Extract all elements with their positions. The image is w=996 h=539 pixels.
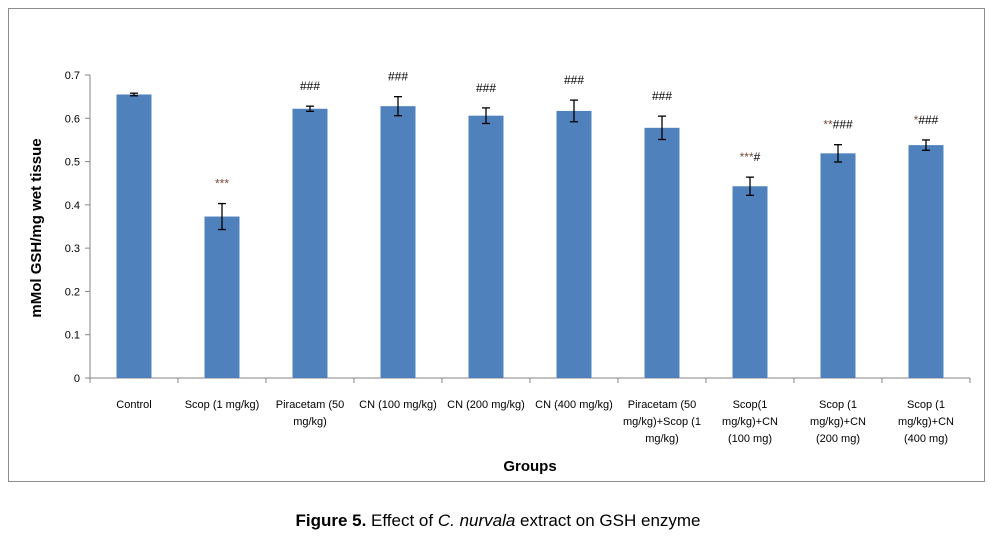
significance-hashes: ###: [388, 70, 408, 84]
y-tick-label: 0.2: [65, 286, 80, 298]
y-tick-label: 0.7: [65, 70, 80, 82]
x-category-label: Piracetam (50: [628, 399, 696, 411]
significance-hashes: ###: [833, 118, 853, 132]
x-category-label: CN (100 mg/kg): [359, 399, 437, 411]
figure-caption: Figure 5. Effect of C. nurvala extract o…: [0, 511, 996, 531]
significance-label: ***#: [740, 150, 761, 164]
bar: [468, 115, 504, 378]
x-category-label: (100 mg): [728, 433, 772, 445]
caption-text-before: Effect of: [366, 511, 438, 530]
x-category-label: Control: [116, 399, 151, 411]
x-category-label: mg/kg)+Scop (1: [623, 416, 701, 428]
x-category-label: mg/kg)+CN: [898, 416, 954, 428]
y-tick-label: 0.6: [65, 113, 80, 125]
significance-hashes: ###: [652, 89, 672, 103]
bar: [204, 216, 240, 378]
caption-species: C. nurvala: [437, 511, 516, 530]
significance-hashes: ###: [918, 113, 938, 127]
x-category-label: mg/kg)+CN: [722, 416, 778, 428]
significance-stars: *: [914, 113, 919, 127]
x-category-label: Piracetam (50: [276, 399, 344, 411]
x-category-label: Scop(1: [733, 399, 768, 411]
significance-label: ###: [652, 89, 672, 103]
significance-hashes: #: [754, 150, 761, 164]
bar: [732, 186, 768, 378]
x-axis-title: Groups: [503, 458, 556, 475]
x-category-label: CN (400 mg/kg): [535, 399, 613, 411]
x-category-label: Scop (1 mg/kg): [185, 399, 260, 411]
y-tick-label: 0.3: [65, 243, 80, 255]
y-tick-label: 0.4: [65, 200, 80, 212]
significance-hashes: ###: [564, 73, 584, 87]
chart-frame: [8, 8, 985, 482]
x-category-label: mg/kg)+CN: [810, 416, 866, 428]
significance-label: **###: [823, 118, 853, 132]
x-category-label: mg/kg): [293, 416, 327, 428]
caption-text-after: extract on GSH enzyme: [515, 511, 701, 530]
significance-stars: ***: [215, 177, 229, 191]
y-axis-title: mMol GSH/mg wet tissue: [28, 138, 45, 317]
bar: [380, 106, 416, 378]
x-category-label: (400 mg): [904, 433, 948, 445]
y-tick-label: 0: [74, 373, 80, 385]
significance-label: ###: [388, 70, 408, 84]
bar: [908, 145, 944, 378]
x-category-label: mg/kg): [645, 433, 679, 445]
bar: [292, 108, 328, 379]
significance-label: ***: [215, 177, 229, 191]
x-category-label: Scop (1: [907, 399, 945, 411]
significance-hashes: ###: [300, 79, 320, 93]
significance-hashes: ###: [476, 81, 496, 95]
x-category-label: CN (200 mg/kg): [447, 399, 525, 411]
significance-label: ###: [300, 79, 320, 93]
bar: [644, 127, 680, 379]
bar: [556, 110, 592, 379]
x-category-label: Scop (1: [819, 399, 857, 411]
bar: [820, 153, 856, 378]
y-tick-label: 0.1: [65, 330, 80, 342]
bar: [116, 94, 152, 378]
significance-stars: ***: [740, 150, 754, 164]
y-tick-label: 0.5: [65, 157, 80, 169]
significance-label: ###: [564, 73, 584, 87]
significance-label: *###: [914, 113, 939, 127]
caption-label: Figure 5.: [295, 511, 367, 530]
significance-stars: **: [823, 118, 833, 132]
significance-label: ###: [476, 81, 496, 95]
x-category-label: (200 mg): [816, 433, 860, 445]
